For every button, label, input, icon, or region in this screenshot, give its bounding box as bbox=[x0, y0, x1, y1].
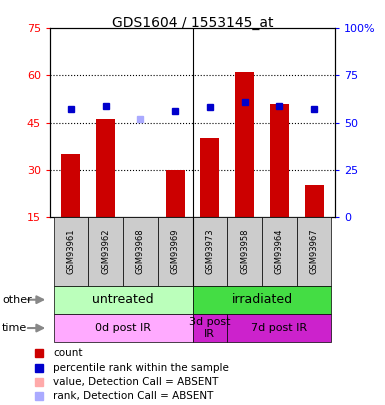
Text: GSM93968: GSM93968 bbox=[136, 228, 145, 274]
Text: GSM93969: GSM93969 bbox=[171, 228, 180, 274]
Bar bbox=[305, 185, 324, 217]
Bar bbox=[192, 286, 331, 314]
Bar bbox=[270, 104, 289, 217]
Bar bbox=[166, 170, 185, 217]
Text: time: time bbox=[2, 323, 27, 333]
Bar bbox=[54, 314, 192, 342]
Bar bbox=[54, 217, 88, 286]
Text: 3d post
IR: 3d post IR bbox=[189, 317, 231, 339]
Text: GSM93973: GSM93973 bbox=[205, 228, 214, 274]
Text: 0d post IR: 0d post IR bbox=[95, 323, 151, 333]
Text: GSM93961: GSM93961 bbox=[66, 228, 75, 274]
Text: other: other bbox=[2, 295, 32, 305]
Bar bbox=[96, 119, 115, 217]
Bar bbox=[192, 314, 227, 342]
Bar bbox=[123, 217, 158, 286]
Text: count: count bbox=[53, 348, 83, 358]
Bar bbox=[227, 314, 331, 342]
Bar bbox=[131, 217, 150, 220]
Text: GDS1604 / 1553145_at: GDS1604 / 1553145_at bbox=[112, 16, 273, 30]
Bar bbox=[88, 217, 123, 286]
Text: value, Detection Call = ABSENT: value, Detection Call = ABSENT bbox=[53, 377, 219, 387]
Text: GSM93964: GSM93964 bbox=[275, 228, 284, 274]
Text: irradiated: irradiated bbox=[231, 293, 293, 306]
Text: GSM93962: GSM93962 bbox=[101, 228, 110, 274]
Text: rank, Detection Call = ABSENT: rank, Detection Call = ABSENT bbox=[53, 391, 214, 401]
Bar bbox=[61, 154, 80, 217]
Bar bbox=[192, 217, 227, 286]
Text: GSM93958: GSM93958 bbox=[240, 228, 249, 274]
Text: 7d post IR: 7d post IR bbox=[251, 323, 307, 333]
Bar bbox=[297, 217, 331, 286]
Bar bbox=[200, 138, 219, 217]
Text: untreated: untreated bbox=[92, 293, 154, 306]
Bar bbox=[262, 217, 297, 286]
Bar bbox=[227, 217, 262, 286]
Bar bbox=[158, 217, 192, 286]
Bar bbox=[235, 72, 254, 217]
Text: percentile rank within the sample: percentile rank within the sample bbox=[53, 362, 229, 373]
Bar bbox=[54, 286, 192, 314]
Text: GSM93967: GSM93967 bbox=[310, 228, 319, 274]
